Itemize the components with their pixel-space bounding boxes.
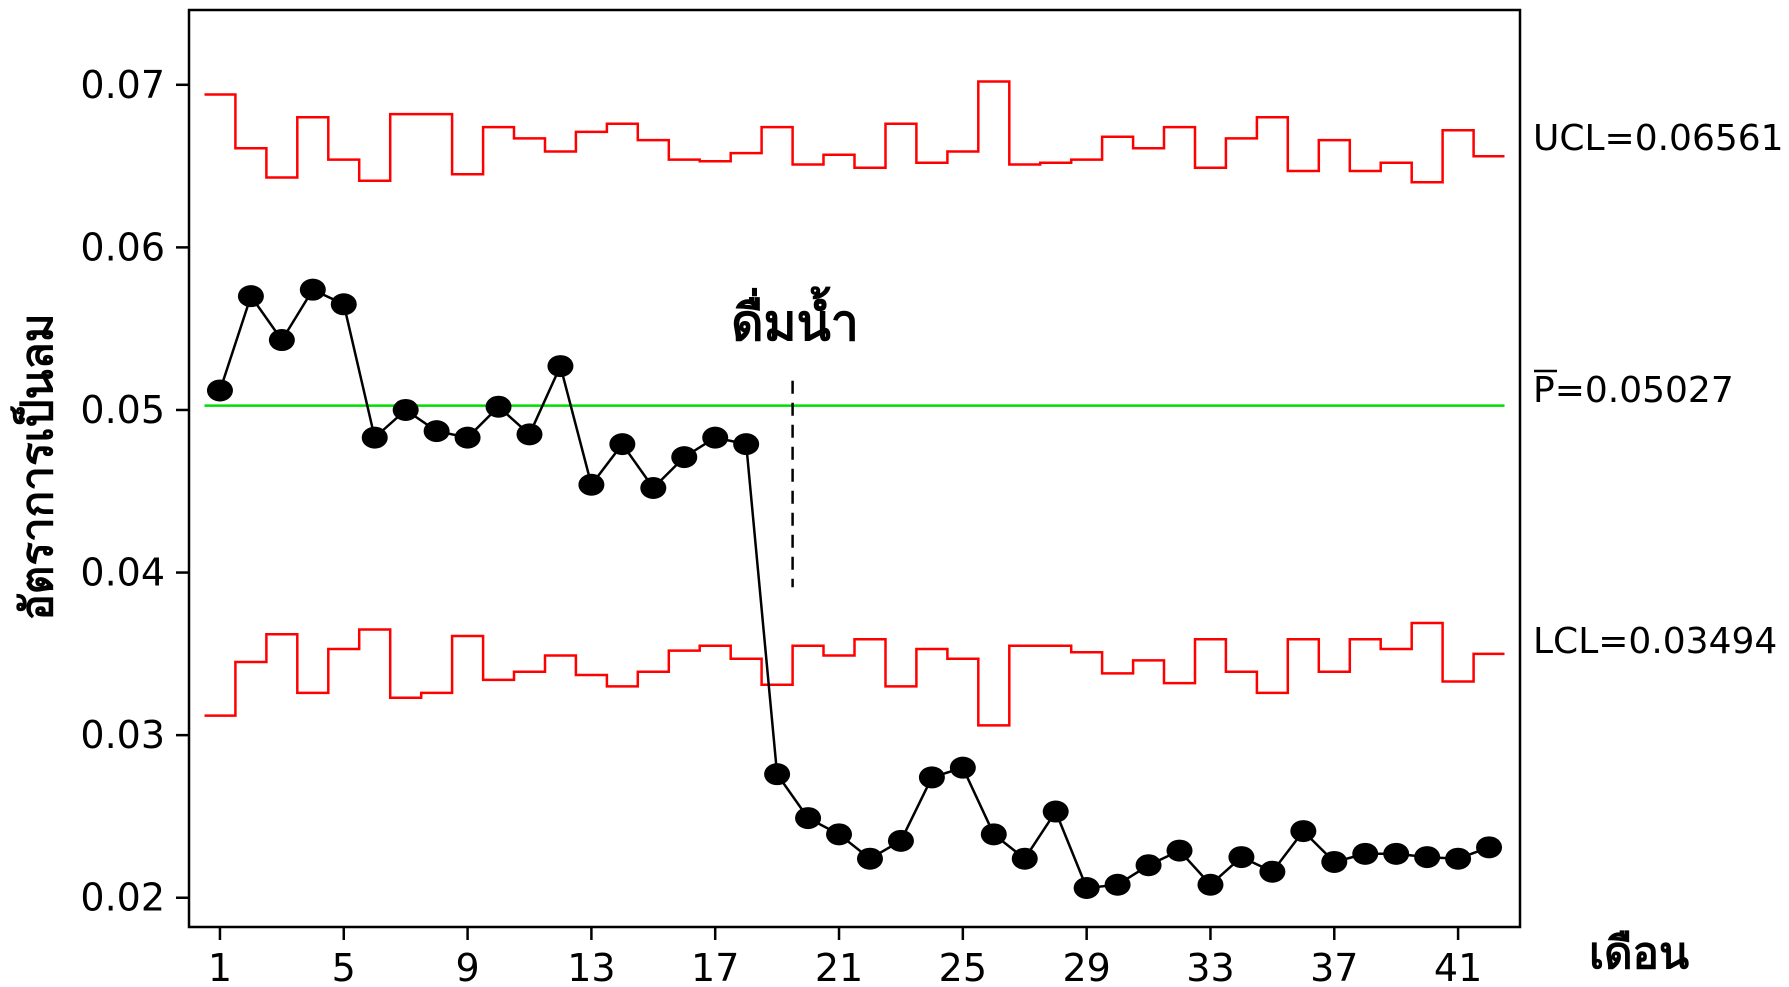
- data-point: [856, 847, 883, 870]
- lcl-step-line: [204, 621, 1505, 727]
- data-point: [795, 807, 822, 830]
- data-point: [702, 426, 729, 449]
- lcl-line-path: [204, 621, 1505, 727]
- data-point: [485, 395, 512, 418]
- y-axis: 0.02 0.03 0.04 0.05 0.06 0.07: [80, 63, 189, 920]
- data-point: [640, 477, 667, 500]
- data-point: [1073, 876, 1100, 899]
- data-point: [1321, 850, 1348, 873]
- data-point: [949, 756, 976, 779]
- annotation-label: ดื่มน้ำ: [731, 286, 859, 352]
- data-point: [1166, 839, 1193, 862]
- x-tick-label: 29: [1062, 946, 1110, 987]
- data-point: [578, 473, 605, 496]
- data-point: [609, 433, 636, 456]
- data-point: [454, 426, 481, 449]
- data-point: [206, 379, 233, 402]
- data-point: [237, 285, 264, 308]
- y-tick-label: 0.05: [80, 388, 165, 432]
- x-axis-title: เดือน: [1589, 928, 1689, 979]
- x-tick-label: 17: [691, 946, 739, 987]
- x-tick-label: 33: [1186, 946, 1234, 987]
- data-series: [206, 278, 1503, 899]
- ucl-step-line: [204, 80, 1505, 184]
- x-tick-label: 9: [455, 946, 479, 987]
- data-point: [1352, 842, 1379, 865]
- series-line: [218, 288, 1490, 890]
- data-point: [1414, 846, 1441, 869]
- x-tick-label: 25: [939, 946, 987, 987]
- y-tick-label: 0.03: [80, 713, 165, 757]
- y-tick-label: 0.02: [80, 876, 165, 920]
- data-point: [1042, 800, 1069, 823]
- data-point: [1383, 842, 1410, 865]
- data-point: [547, 355, 574, 378]
- x-tick-label: 21: [815, 946, 863, 987]
- center-line-label: P=0.05027: [1533, 370, 1734, 411]
- data-point: [299, 278, 326, 301]
- x-tick-label: 1: [208, 946, 232, 987]
- data-point: [268, 329, 295, 352]
- ucl-label: UCL=0.06561: [1533, 118, 1784, 159]
- lcl-label: LCL=0.03494: [1533, 621, 1777, 662]
- x-tick-label: 5: [332, 946, 356, 987]
- data-point: [733, 433, 760, 456]
- y-tick-label: 0.06: [80, 225, 165, 269]
- data-point: [980, 823, 1007, 846]
- ucl-line-path: [204, 80, 1505, 184]
- data-point: [330, 293, 357, 316]
- x-tick-label: 37: [1310, 946, 1358, 987]
- data-point: [918, 766, 945, 789]
- data-point: [887, 829, 914, 852]
- y-axis-title: อัตราการเป็นลม: [10, 313, 63, 620]
- data-point: [1135, 854, 1162, 877]
- data-point: [764, 763, 791, 786]
- data-point: [1259, 860, 1286, 883]
- data-point: [392, 398, 419, 421]
- data-point: [1290, 820, 1317, 843]
- data-point: [826, 823, 853, 846]
- x-axis: 1 5 9 13 17 21 25 29 33 37 41: [208, 927, 1482, 987]
- data-point: [516, 423, 543, 446]
- x-tick-label: 13: [567, 946, 615, 987]
- data-point: [1476, 836, 1503, 859]
- data-point: [1445, 847, 1472, 870]
- y-tick-label: 0.07: [80, 63, 165, 107]
- data-point: [1104, 873, 1131, 896]
- y-tick-label: 0.04: [80, 551, 165, 595]
- data-point: [1197, 873, 1224, 896]
- plot-frame: [187, 8, 1522, 929]
- data-point: [361, 426, 388, 449]
- data-point: [1011, 847, 1038, 870]
- x-tick-label: 41: [1434, 946, 1482, 987]
- data-point: [1228, 846, 1255, 869]
- data-point: [423, 420, 450, 443]
- data-point: [671, 446, 698, 469]
